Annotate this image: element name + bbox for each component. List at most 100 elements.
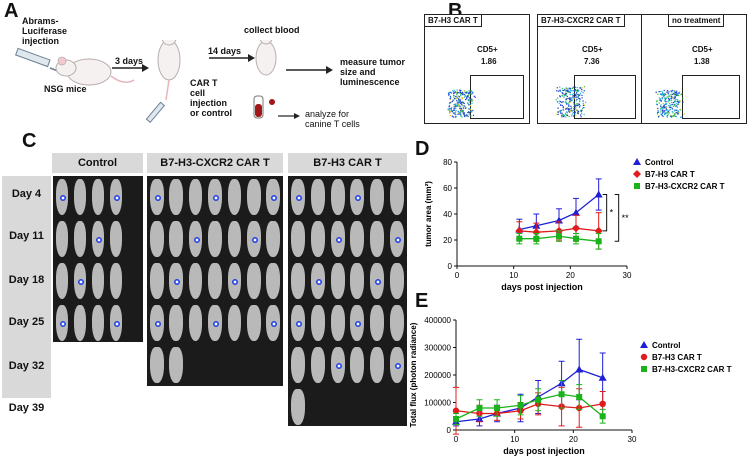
- y-tick-label: 60: [443, 184, 452, 193]
- significance-label: *: [610, 208, 614, 218]
- data-point: [572, 208, 580, 216]
- luminescence-signal: [78, 279, 85, 285]
- data-point: [533, 235, 540, 242]
- supine-mouse-icon: [255, 40, 277, 76]
- panel-letter-d: D: [415, 138, 430, 160]
- gate-box: [470, 75, 524, 119]
- mouse-image: [55, 263, 69, 299]
- x-tick-label: 20: [569, 435, 578, 444]
- data-point: [598, 373, 607, 381]
- mouse-image: [310, 221, 325, 257]
- flow-plot: B7-H3 CAR T CD5+ 1.86: [424, 14, 530, 124]
- mouse-image: [350, 179, 365, 215]
- mouse-image: [169, 221, 183, 257]
- data-point: [594, 226, 603, 235]
- gate-value: 1.86: [481, 57, 497, 66]
- y-axis-label: Total flux (photon radiance): [409, 322, 418, 427]
- luminescence-signal: [335, 237, 342, 243]
- y-tick-label: 20: [443, 236, 452, 245]
- y-tick-label: 300000: [424, 344, 451, 353]
- significance-label: **: [622, 213, 630, 223]
- x-tick-label: 20: [566, 271, 575, 280]
- mouse-image: [290, 347, 305, 383]
- x-tick-label: 0: [455, 271, 460, 280]
- mouse-image: [73, 305, 87, 341]
- mouse-image: [330, 221, 345, 257]
- luminescence-signal: [60, 195, 67, 201]
- b7h3-image-block: [288, 176, 407, 426]
- mouse-image: [290, 179, 305, 215]
- day-label: Day 32: [8, 360, 45, 372]
- blood-tube-icon: [253, 95, 275, 119]
- mouse-image: [188, 305, 203, 341]
- mouse-image: [149, 347, 164, 383]
- mouse-image: [350, 347, 365, 383]
- mouse-image: [266, 263, 281, 299]
- luminescence-signal: [154, 321, 161, 327]
- legend-label: B7-H3-CXCR2 CAR T: [652, 365, 732, 374]
- mouse-image: [149, 263, 164, 299]
- mouse-image: [227, 263, 242, 299]
- flow-title: no treatment: [668, 14, 725, 27]
- luminescence-signal: [193, 237, 200, 243]
- gate-box: [682, 75, 740, 119]
- mouse-image: [208, 305, 222, 341]
- luminescence-signal: [96, 237, 103, 243]
- gate-label: CD5+: [582, 45, 603, 54]
- mouse-image: [330, 179, 345, 215]
- luminescence-signal: [213, 195, 220, 201]
- legend-label: B7-H3-CXCR2 CAR T: [645, 182, 725, 191]
- y-tick-label: 100000: [424, 399, 451, 408]
- mouse-image: [73, 179, 87, 215]
- legend-label: B7-H3 CAR T: [645, 170, 695, 179]
- legend-marker: [640, 341, 648, 348]
- data-point: [576, 394, 583, 400]
- mouse-image: [266, 221, 281, 257]
- mouse-image: [169, 179, 183, 215]
- mouse-image: [290, 221, 305, 257]
- mouse-image: [73, 263, 87, 299]
- luminescence-signal: [395, 363, 402, 369]
- mouse-image: [390, 179, 405, 215]
- legend-marker: [633, 170, 641, 178]
- luminescence-signal: [174, 279, 181, 285]
- group-header: B7-H3-CXCR2 CAR T: [147, 153, 283, 173]
- mouse-image: [188, 221, 203, 257]
- luminescence-signal: [114, 321, 121, 327]
- x-tick-label: 0: [454, 435, 459, 444]
- mouse-image: [188, 263, 203, 299]
- legend-marker: [640, 353, 648, 361]
- data-point: [575, 365, 584, 373]
- mouse-image: [247, 305, 261, 341]
- flow-scatter: [655, 89, 685, 118]
- mouse-image: [310, 347, 325, 383]
- mouse-image: [390, 221, 405, 257]
- mouse-image: [290, 263, 305, 299]
- mouse-image: [227, 221, 242, 257]
- analyze-label: analyze for canine T cells: [305, 109, 360, 129]
- mouse-image: [91, 263, 105, 299]
- mouse-image: [227, 305, 242, 341]
- luminescence-signal: [60, 321, 67, 327]
- supine-mouse-icon: [157, 40, 181, 101]
- mouse-image: [290, 389, 305, 425]
- mouse-image: [169, 305, 183, 341]
- mouse-image: [350, 263, 365, 299]
- data-point: [599, 400, 606, 408]
- mouse-image: [55, 179, 69, 215]
- mouse-image: [390, 347, 405, 383]
- day-label: Day 4: [11, 188, 42, 200]
- mouse-image: [149, 221, 164, 257]
- mouse-image: [330, 263, 345, 299]
- gate-value: 1.38: [694, 57, 710, 66]
- injection-label: Abrams- Luciferase injection: [22, 16, 68, 46]
- mouse-image: [266, 305, 281, 341]
- data-point: [599, 413, 606, 420]
- mouse-image: [310, 179, 325, 215]
- luminescence-signal: [315, 279, 322, 285]
- luminescence-signal: [114, 195, 121, 201]
- data-point: [558, 391, 565, 398]
- y-tick-label: 0: [447, 426, 452, 435]
- legend-marker: [633, 158, 641, 165]
- mouse-image: [247, 221, 261, 257]
